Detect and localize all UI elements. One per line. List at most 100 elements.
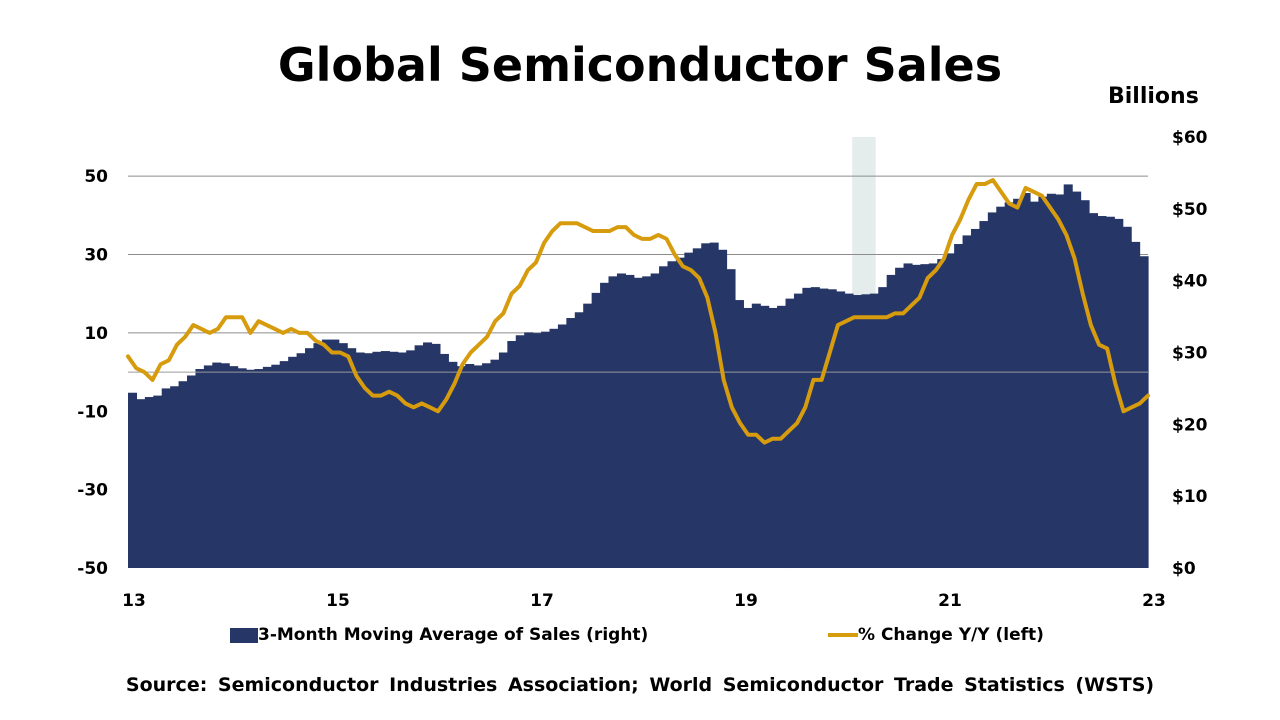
legend-item-sales: 3-Month Moving Average of Sales (right) xyxy=(230,625,648,645)
sales-bar xyxy=(364,353,374,568)
sales-bar xyxy=(718,249,728,568)
sales-bar xyxy=(1072,191,1082,568)
sales-bar xyxy=(347,348,357,568)
sales-bar xyxy=(338,343,348,568)
sales-bar xyxy=(574,312,584,568)
sales-bar xyxy=(659,266,669,568)
sales-bar xyxy=(979,221,989,569)
sales-bar-layer xyxy=(128,184,1149,569)
sales-bar xyxy=(1063,184,1073,568)
right-axis-tick-label: $0 xyxy=(1172,559,1196,579)
sales-bar xyxy=(869,293,879,568)
left-axis-tick-label: 30 xyxy=(84,246,108,266)
sales-bar xyxy=(187,375,197,568)
sales-bar xyxy=(212,362,222,568)
left-axis-tick-label: 10 xyxy=(84,324,108,344)
sales-bar xyxy=(288,356,298,568)
sales-bar xyxy=(161,388,171,568)
sales-bar xyxy=(448,361,458,568)
sales-bar xyxy=(827,289,837,568)
left-axis-tick-label: 50 xyxy=(84,167,108,187)
sales-bar xyxy=(473,365,483,568)
left-axis-ticks: -50 -30 -10 10 30 50 xyxy=(77,167,108,579)
sales-bar xyxy=(482,363,492,568)
sales-bar xyxy=(195,369,205,568)
sales-bar xyxy=(490,359,500,568)
sales-bar xyxy=(1122,226,1132,569)
source-note: Source: Semiconductor Industries Associa… xyxy=(125,674,1155,696)
sales-bar xyxy=(397,352,407,568)
sales-bar xyxy=(229,366,239,568)
sales-bar xyxy=(136,399,146,568)
sales-bar xyxy=(895,267,905,568)
sales-bar xyxy=(819,288,829,568)
sales-bar xyxy=(987,212,997,568)
right-axis-unit-label: Billions xyxy=(1108,84,1199,109)
sales-bar xyxy=(178,381,188,568)
sales-bar xyxy=(701,243,711,568)
sales-bar xyxy=(380,351,390,568)
yoy-line-layer xyxy=(126,178,1150,445)
sales-bar xyxy=(153,395,163,568)
sales-bar xyxy=(1080,200,1090,568)
right-axis-ticks: $0 $10 $20 $30 $40 $50 $60 xyxy=(1172,128,1208,579)
sales-bar xyxy=(524,332,534,568)
right-axis-tick-label: $50 xyxy=(1172,200,1208,220)
sales-bar xyxy=(911,264,921,568)
sales-bar xyxy=(886,274,896,568)
sales-bar xyxy=(1139,256,1149,568)
sales-bar xyxy=(456,366,466,568)
sales-bar xyxy=(279,361,289,568)
sales-bar xyxy=(684,252,694,568)
sales-bar xyxy=(1013,198,1023,568)
sales-bar xyxy=(583,303,593,568)
sales-bar xyxy=(1004,202,1014,568)
sales-bar xyxy=(675,257,685,568)
sales-bar xyxy=(128,392,138,568)
sales-bar xyxy=(836,291,846,568)
right-axis-tick-label: $10 xyxy=(1172,487,1208,507)
left-axis-tick-label: -50 xyxy=(77,559,108,579)
sales-bar xyxy=(203,365,213,568)
sales-bar xyxy=(330,339,340,568)
sales-bar xyxy=(372,351,382,568)
sales-bar xyxy=(810,287,820,568)
sales-bar xyxy=(541,331,551,568)
sales-bar xyxy=(970,228,981,568)
sales-bar xyxy=(1105,216,1115,569)
sales-bar xyxy=(1088,213,1099,568)
x-axis-tick-label: 21 xyxy=(938,591,962,611)
sales-bar xyxy=(296,353,306,568)
sales-bar xyxy=(793,293,803,568)
sales-bar xyxy=(802,287,812,568)
sales-bar xyxy=(760,305,770,568)
sales-bar xyxy=(785,298,795,569)
legend-swatch-bar xyxy=(230,627,258,643)
sales-bar xyxy=(642,276,652,568)
sales-bar xyxy=(667,261,677,568)
sales-bar xyxy=(1038,196,1048,568)
sales-bar xyxy=(262,366,272,568)
x-axis-tick-label: 15 xyxy=(326,591,350,611)
sales-bar xyxy=(625,274,635,568)
sales-bar xyxy=(305,348,315,568)
sales-bar xyxy=(321,339,331,568)
sales-bar xyxy=(271,364,281,568)
sales-bar xyxy=(557,324,567,568)
sales-bar xyxy=(743,307,753,568)
x-axis-tick-label: 23 xyxy=(1142,591,1166,611)
sales-bar xyxy=(439,353,449,568)
sales-bar xyxy=(996,206,1006,568)
sales-bar xyxy=(692,248,702,568)
sales-bar xyxy=(1046,193,1056,568)
sales-bar xyxy=(852,295,862,568)
left-axis-tick-label: -30 xyxy=(77,481,108,501)
sales-bar xyxy=(423,342,433,568)
x-axis-tick-label: 19 xyxy=(734,591,758,611)
right-axis-tick-label: $30 xyxy=(1172,344,1208,364)
sales-bar xyxy=(608,276,618,568)
left-axis-tick-label: -10 xyxy=(77,402,108,422)
sales-bar xyxy=(945,253,955,568)
sales-bar xyxy=(515,335,525,568)
sales-bar xyxy=(709,242,719,568)
